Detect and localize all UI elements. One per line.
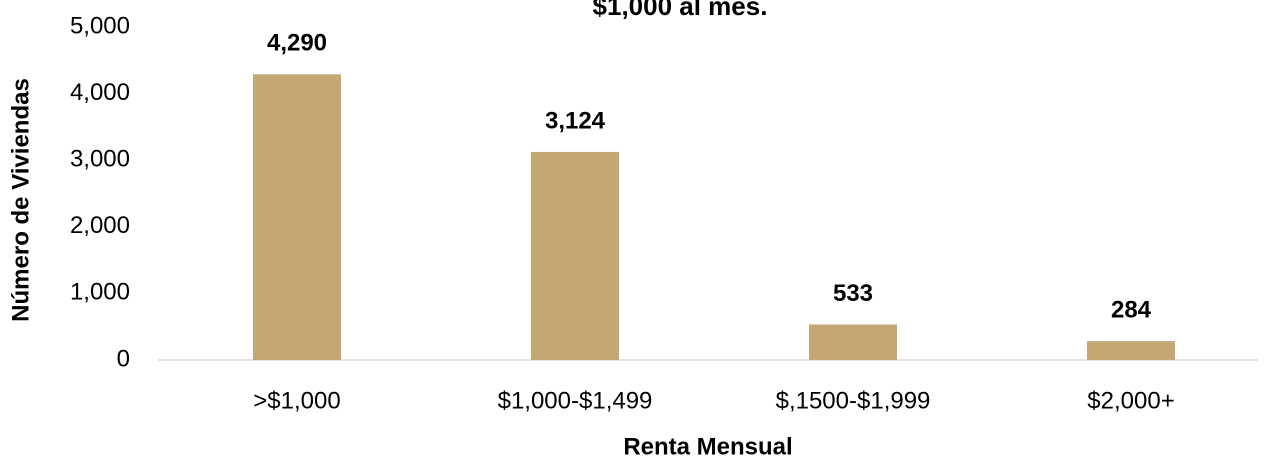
- x-axis-label: Renta Mensual: [623, 433, 792, 460]
- y-tick-label: 5,000: [70, 12, 130, 39]
- y-tick-label: 0: [117, 345, 130, 372]
- y-axis-label: Número de Viviendas: [7, 78, 34, 322]
- data-label: 3,124: [545, 107, 606, 134]
- x-tick-label: >$1,000: [253, 387, 340, 414]
- bar: [1087, 341, 1175, 360]
- chart-title: $1,000 al mes.: [593, 0, 768, 21]
- x-tick-label: $1,000-$1,499: [498, 387, 653, 414]
- data-label: 4,290: [267, 30, 327, 57]
- y-tick-label: 1,000: [70, 279, 130, 306]
- data-label: 533: [833, 280, 873, 307]
- bar: [253, 74, 341, 360]
- bar: [809, 324, 897, 360]
- bar: [531, 151, 619, 360]
- x-tick-label: $2,000+: [1087, 387, 1174, 414]
- data-label: 284: [1111, 296, 1152, 323]
- y-tick-label: 3,000: [70, 146, 130, 173]
- y-tick-label: 4,000: [70, 79, 130, 106]
- y-tick-label: 2,000: [70, 212, 130, 239]
- x-tick-label: $,1500-$1,999: [776, 387, 931, 414]
